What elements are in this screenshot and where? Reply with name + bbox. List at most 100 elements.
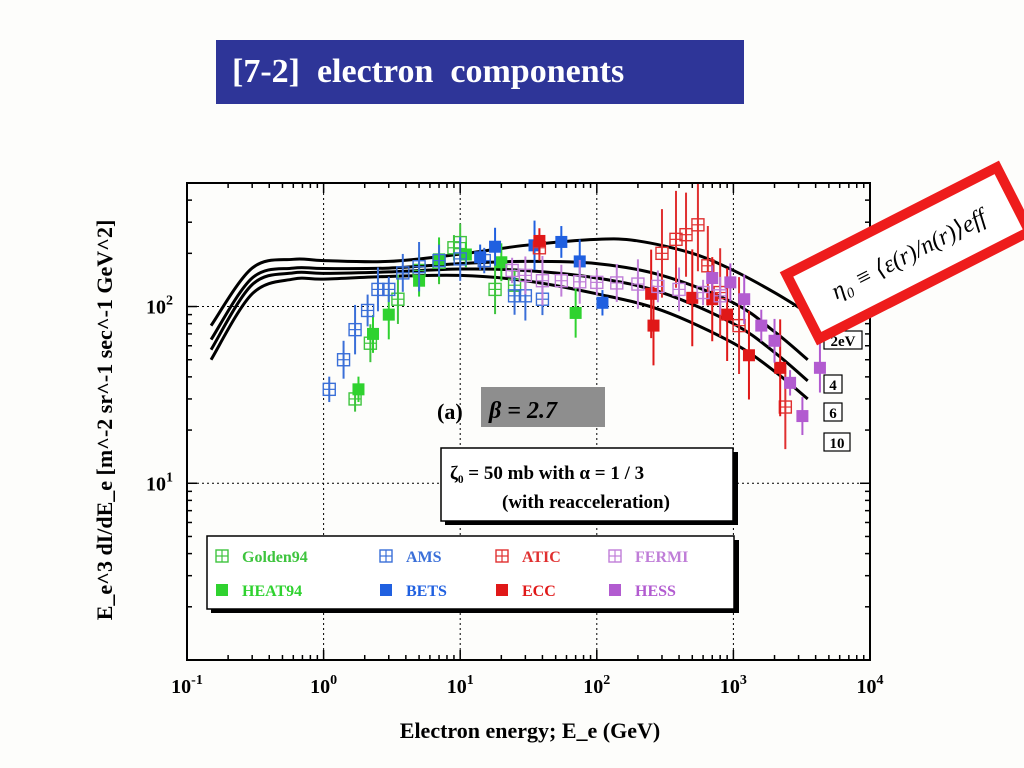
legend: Golden94 AMS ATIC FERMI HEAT94 BETS ECC HESS [215, 549, 688, 600]
x-tick-label: 103 [720, 673, 747, 698]
y-axis-label: E_e^3 dI/dE_e [m^-2 sr^-1 sec^-1 GeV^2] [92, 220, 117, 621]
legend-label-AMS: AMS [406, 549, 442, 566]
point-ECC [742, 349, 755, 362]
point-FERMI [610, 276, 624, 290]
point-ATIC [732, 318, 746, 333]
point-FERMI [554, 274, 569, 288]
beta-box [481, 387, 605, 427]
legend-label-Golden94: Golden94 [242, 549, 308, 566]
point-ECC [645, 287, 658, 300]
point-Golden94 [391, 292, 405, 306]
point-Golden94 [488, 282, 502, 297]
legend-marker-Golden94 [215, 549, 229, 563]
x-tick-label: 10-1 [171, 673, 203, 698]
point-ATIC [655, 246, 669, 261]
curve-labels: 2eV 4 6 10 [823, 330, 863, 452]
legend-marker-ECC [496, 584, 508, 596]
point-HESS [813, 361, 826, 374]
curve-label: 10 [830, 436, 845, 452]
point-AMS [336, 353, 351, 367]
curve-label-box [823, 432, 851, 452]
curve-label-box [823, 374, 843, 394]
point-ECC [774, 361, 787, 374]
point-HESS [755, 319, 768, 332]
model-curve-10 [209, 273, 809, 401]
point-HEAT94 [367, 327, 380, 340]
point-AMS [432, 253, 446, 268]
curve-label: 6 [829, 406, 837, 422]
param-line-1: ζ₀ = 50 mb with α = 1 / 3 [450, 463, 644, 484]
point-FERMI [696, 285, 710, 300]
point-HEAT94 [569, 306, 582, 319]
legend-marker-HEAT94 [216, 584, 228, 596]
point-AMS [322, 382, 336, 397]
point-BETS [489, 240, 502, 253]
legend-label-ATIC: ATIC [522, 549, 561, 566]
formula-annotation: η₀ ≡ ⟨ε(r)/n(r)⟩eff [779, 160, 1024, 346]
y-tick-label: 101 [146, 470, 173, 495]
point-HEAT94 [495, 256, 508, 269]
point-FERMI [672, 282, 686, 297]
legend-marker-BETS [380, 584, 392, 596]
legend-label-HEAT94: HEAT94 [242, 583, 302, 600]
point-AMS [382, 282, 396, 297]
legend-marker-FERMI [608, 549, 622, 563]
x-tick-label: 101 [447, 673, 474, 698]
point-AMS [396, 266, 410, 280]
point-HESS [706, 272, 719, 285]
point-ECC [533, 234, 546, 247]
param-box [440, 447, 734, 522]
model-curve-4 [209, 259, 809, 361]
point-HESS [738, 293, 751, 306]
point-BETS [596, 296, 609, 309]
point-FERMI [535, 274, 550, 288]
x-tick-label: 100 [310, 673, 337, 698]
point-FERMI [590, 275, 604, 290]
param-line-2: (with reacceleration) [502, 492, 670, 513]
point-FERMI [713, 289, 727, 303]
x-axis-label: Electron energy; E_e (GeV) [400, 718, 660, 743]
point-ECC [686, 291, 699, 304]
point-AMS [453, 252, 467, 266]
point-FERMI [518, 268, 533, 283]
point-HEAT94 [382, 308, 395, 321]
legend-marker-HESS [609, 584, 621, 596]
panel-label: (a) [437, 399, 463, 424]
x-tick-label: 104 [857, 673, 884, 698]
legend-label-FERMI: FERMI [635, 549, 688, 566]
point-BETS [474, 251, 487, 264]
point-AMS [348, 322, 362, 337]
x-tick-label: 102 [583, 673, 610, 698]
legend-label-HESS: HESS [635, 583, 676, 600]
point-AMS [412, 260, 426, 274]
slide-title: [7-2] electron components [216, 40, 744, 104]
point-ECC [721, 308, 734, 321]
point-FERMI [651, 279, 665, 294]
point-HESS [796, 410, 809, 423]
point-ECC [647, 319, 660, 332]
legend-marker-ATIC [495, 549, 509, 563]
curve-label: 4 [829, 378, 837, 394]
point-HESS [768, 334, 781, 347]
point-FERMI [573, 275, 587, 289]
curve-label-box [823, 402, 843, 422]
model-curve-2eV [209, 237, 809, 327]
y-tick-label: 102 [146, 294, 173, 319]
plot-frame [186, 182, 871, 661]
point-FERMI [631, 277, 645, 291]
legend-label-BETS: BETS [406, 583, 447, 600]
point-BETS [555, 235, 568, 248]
point-ATIC [691, 218, 705, 232]
point-AMS [360, 303, 375, 318]
legend-label-ECC: ECC [522, 583, 556, 600]
curve-label: 2eV [831, 334, 856, 350]
data-points [322, 183, 826, 450]
point-HEAT94 [352, 383, 365, 396]
point-FERMI [505, 263, 519, 278]
beta-label: β = 2.7 [488, 398, 558, 424]
legend-box [206, 535, 735, 610]
model-curves [209, 237, 809, 401]
legend-marker-AMS [379, 549, 393, 563]
